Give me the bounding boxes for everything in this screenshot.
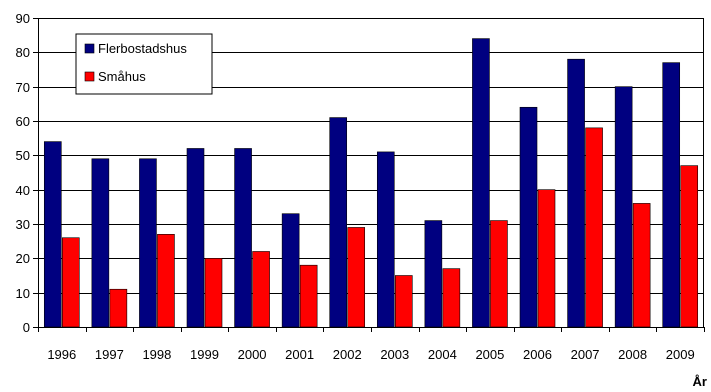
x-tick-label-2009: 2009: [666, 347, 695, 362]
y-tick-label-80: 80: [16, 45, 30, 60]
bar-flerbostadshus-2007: [567, 58, 585, 328]
bar-flerbostadshus-1998: [139, 158, 157, 328]
y-tick-label-60: 60: [16, 114, 30, 129]
x-tick-label-2001: 2001: [285, 347, 314, 362]
x-tick-label-2005: 2005: [475, 347, 504, 362]
legend-label-flerbostadshus: Flerbostadshus: [98, 41, 187, 56]
x-tick-label-1999: 1999: [190, 347, 219, 362]
y-tick-label-30: 30: [16, 217, 30, 232]
bar-flerbostadshus-2001: [281, 213, 300, 328]
bar-flerbostadshus-2005: [472, 38, 490, 328]
x-tick-labels: 1996 1997 1998 1999 2000 2001 2002 2003 2004 2005…: [47, 347, 694, 362]
x-tick-label-2000: 2000: [238, 347, 267, 362]
y-tick-label-70: 70: [16, 80, 30, 95]
bar-smahus-2008: [632, 203, 651, 328]
y-tick-label-0: 0: [23, 320, 30, 335]
bar-smahus-2003: [394, 275, 413, 328]
bar-flerbostadshus-2009: [662, 62, 681, 328]
y-tick-label-40: 40: [16, 183, 30, 198]
bar-flerbostadshus-2006: [519, 106, 538, 328]
bar-smahus-2002: [347, 227, 366, 328]
bar-flerbostadshus-2003: [376, 151, 395, 328]
y-tick-label-20: 20: [16, 251, 30, 266]
legend: Flerbostadshus Småhus: [75, 33, 213, 95]
bar-flerbostadshus-2008: [614, 86, 633, 328]
bar-flerbostadshus-1999: [186, 148, 205, 328]
legend-swatch-flerbostadshus: [84, 43, 95, 54]
plot-border: [38, 18, 704, 328]
bar-smahus-1996: [61, 237, 80, 328]
bar-smahus-1997: [109, 288, 128, 328]
x-tick-label-1996: 1996: [47, 347, 76, 362]
y-tick-label-50: 50: [16, 148, 30, 163]
bar-smahus-2006: [537, 189, 556, 328]
bar-smahus-2009: [680, 165, 699, 328]
bar-smahus-2000: [252, 251, 270, 328]
bar-flerbostadshus-2004: [424, 220, 443, 328]
legend-label-smahus: Småhus: [98, 69, 146, 84]
legend-box: [75, 33, 213, 95]
legend-swatch-smahus: [84, 71, 95, 82]
bar-flerbostadshus-1997: [91, 158, 110, 328]
x-tick-label-2003: 2003: [380, 347, 409, 362]
x-tick-label-1998: 1998: [142, 347, 171, 362]
y-tick-label-90: 90: [16, 11, 30, 26]
x-tick-label-2006: 2006: [523, 347, 552, 362]
bar-smahus-1999: [204, 258, 223, 328]
bar-smahus-2004: [442, 268, 461, 328]
x-tick-label-2008: 2008: [618, 347, 647, 362]
bar-smahus-1998: [157, 234, 175, 328]
bar-smahus-2007: [585, 127, 603, 328]
x-tick-label-2004: 2004: [428, 347, 457, 362]
x-tick-label-2002: 2002: [333, 347, 362, 362]
x-axis-title: År: [693, 374, 707, 389]
x-tick-label-1997: 1997: [95, 347, 124, 362]
y-tick-labels: 0 10 20 30 40 50 60 70 80 90: [16, 11, 30, 335]
y-tick-label-10: 10: [16, 286, 30, 301]
bar-smahus-2001: [299, 264, 318, 328]
bar-flerbostadshus-2000: [234, 148, 252, 328]
axes: [33, 18, 705, 332]
bars: [43, 38, 699, 328]
bar-flerbostadshus-2002: [329, 117, 348, 328]
bar-smahus-2005: [490, 220, 508, 328]
bar-flerbostadshus-1996: [43, 141, 62, 328]
x-tick-label-2007: 2007: [571, 347, 600, 362]
